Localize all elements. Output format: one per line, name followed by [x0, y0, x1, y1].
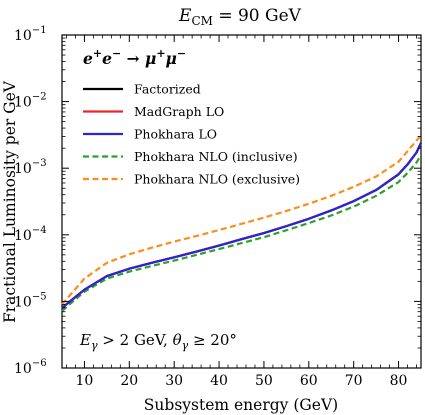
x-tick-label: 10: [76, 373, 94, 389]
x-tick-label: 80: [390, 373, 408, 389]
y-tick-label: 10−6: [14, 358, 47, 377]
x-tick-label: 70: [345, 373, 363, 389]
legend-label-3: Phokhara NLO (inclusive): [134, 149, 298, 164]
x-tick-label: 40: [210, 373, 228, 389]
proc-arrow: →: [121, 49, 145, 68]
x-tick-label: 60: [300, 373, 318, 389]
proc-a-sup: +: [93, 47, 102, 60]
ann-theta-sub: γ: [182, 339, 189, 352]
ann-e-rest: > 2 GeV,: [98, 331, 173, 349]
ann-e: E: [79, 331, 91, 349]
series-line-3: [61, 154, 422, 312]
y-tick-label: 10−5: [14, 291, 47, 310]
proc-c: μ: [145, 49, 156, 68]
proc-d-sup: −: [177, 47, 186, 60]
y-axis-label: Fractional Luminosity per GeV: [1, 80, 19, 323]
series-line-1: [61, 142, 422, 309]
x-tick-label: 20: [120, 373, 138, 389]
title-sub: CM: [191, 14, 212, 28]
y-tick-label: 10−2: [14, 92, 47, 111]
x-tick-label: 50: [255, 373, 273, 389]
legend-label-1: MadGraph LO: [134, 104, 224, 119]
proc-c-sup: +: [156, 47, 165, 60]
legend-label-4: Phokhara NLO (exclusive): [134, 172, 300, 187]
proc-b: e: [102, 49, 112, 68]
title-e: E: [178, 6, 192, 26]
process-label: e+e− → μ+μ−: [83, 47, 186, 68]
series-line-4: [61, 134, 422, 306]
legend-label-0: Factorized: [134, 82, 201, 97]
series-line-2: [61, 142, 422, 309]
plot-frame: [61, 34, 422, 369]
legend: Factorized MadGraph LO Phokhara LO Phokhara…: [83, 82, 300, 187]
ann-e-sub: γ: [91, 339, 98, 352]
y-tick-label: 10−3: [14, 158, 47, 177]
legend-label-2: Phokhara LO: [134, 127, 217, 142]
proc-a: e: [83, 49, 93, 68]
chart-title: ECM = 90 GeV: [178, 6, 302, 28]
series-layer: [61, 134, 422, 312]
y-tick-label: 10−1: [14, 25, 47, 44]
proc-d: μ: [166, 49, 177, 68]
proc-b-sup: −: [112, 47, 121, 60]
ann-theta-rest: ≥ 20°: [188, 331, 237, 349]
cut-annotation: Eγ > 2 GeV, θγ ≥ 20°: [79, 331, 237, 352]
x-axis-label: Subsystem energy (GeV): [144, 396, 338, 414]
x-tick-label: 30: [165, 373, 183, 389]
title-rest: = 90 GeV: [213, 6, 302, 26]
series-line-0: [61, 142, 422, 309]
y-tick-label: 10−4: [14, 225, 47, 244]
ann-theta: θ: [173, 331, 182, 349]
tick-layer: 10 20 30 40 50 60 70 80 10−6 10−5 10−4 10−3 10−2 10−1: [14, 25, 421, 389]
